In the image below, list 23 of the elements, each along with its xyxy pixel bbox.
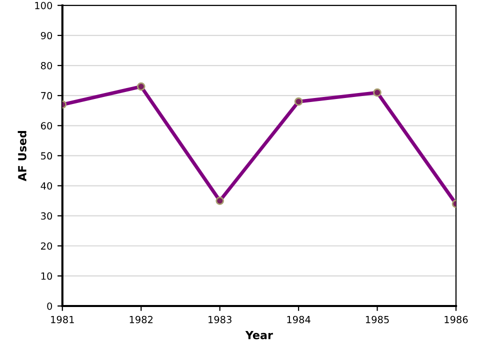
x-tick-label: 1984 [287, 316, 310, 324]
y-tick-label: 70 [41, 92, 52, 100]
point [373, 88, 382, 97]
point [216, 196, 224, 205]
x-tick-label: 1983 [208, 316, 232, 324]
point [136, 82, 146, 91]
y-tick-label: 0 [47, 302, 52, 310]
y-tick-label: 50 [41, 152, 52, 160]
y-tick-label: 10 [41, 272, 52, 280]
x-axis-title: Year [245, 331, 273, 340]
y-tick-label: 20 [41, 242, 52, 250]
y-tick-label: 100 [35, 2, 52, 10]
x-tick-label: 1982 [130, 316, 153, 324]
y-tick-label: 30 [41, 212, 52, 220]
point [294, 97, 303, 106]
x-tick-label: 1981 [51, 316, 74, 324]
y-tick-label: 80 [40, 62, 52, 70]
y-tick-label: 40 [40, 182, 52, 190]
y-axis-title: AF Used [18, 131, 26, 182]
x-tick-label: 1986 [444, 316, 468, 324]
y-tick-label: 90 [40, 32, 52, 40]
y-tick-label: 60 [40, 122, 52, 130]
x-tick-label: 1985 [366, 316, 389, 324]
